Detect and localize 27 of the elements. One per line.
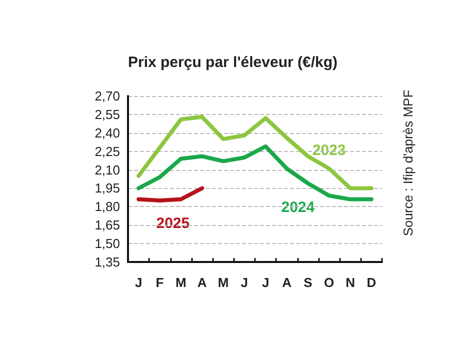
x-tick-label: M [175,275,186,290]
x-tick-label: D [366,275,376,290]
y-tick-label: 1,65 [94,218,120,233]
y-tick-label: 2,55 [94,106,120,122]
x-tick-label: J [134,275,142,290]
y-tick-label: 1,80 [94,199,120,214]
x-tick-label: S [304,275,313,290]
source-note: Source : Ifip d'après MPF [400,90,416,236]
y-tick-label: 2,25 [94,144,120,159]
series-label: 2025 [156,214,190,232]
y-tick-label: 2,40 [94,125,120,140]
chart-title: Prix perçu par l'éleveur (€/kg) [128,54,338,71]
line-series [136,144,374,202]
x-tick-label: J [240,275,248,290]
x-tick-label: J [262,275,270,290]
x-tick-label: O [324,275,334,290]
x-tick-label: F [156,275,164,290]
y-tick-label: 2,70 [94,88,120,104]
y-tick-label: 1,95 [94,180,120,196]
x-tick-label: N [346,275,355,290]
y-tick-label: 2,10 [94,162,120,178]
x-tick-label: M [218,275,229,290]
x-tick-label: A [282,275,292,290]
line-series [136,114,374,190]
x-tick-label: A [197,275,208,290]
y-tick-label: 1,50 [94,236,120,252]
y-tick-label: 1,35 [94,254,120,270]
